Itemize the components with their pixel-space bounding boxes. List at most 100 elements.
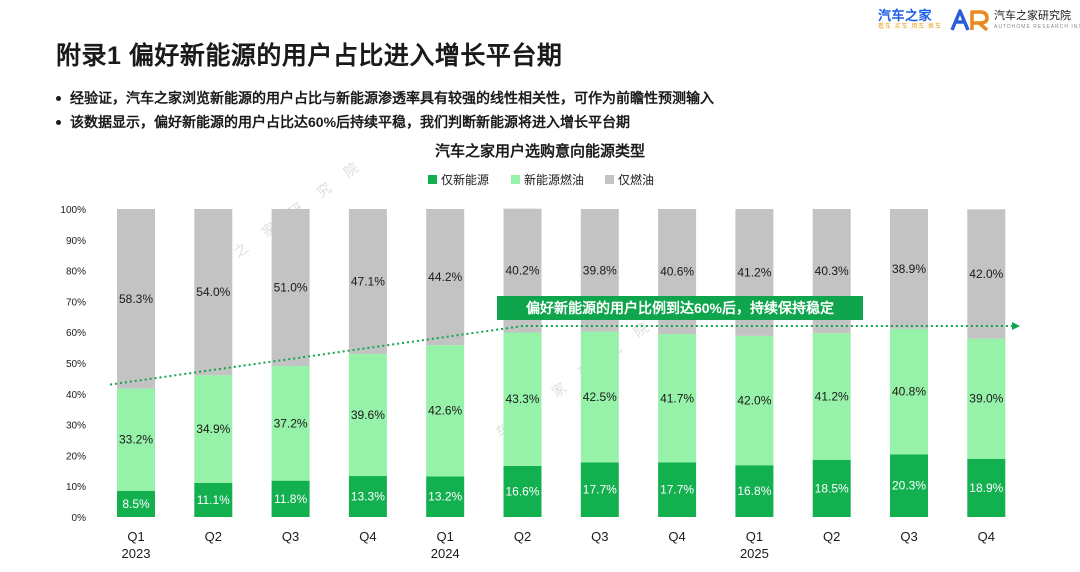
data-label: 41.2% [737,265,771,279]
y-tick-label: 10% [66,482,86,493]
data-label: 54.0% [196,285,230,299]
bar-segment [271,366,310,481]
bar-segment [194,209,233,376]
autohome-logo-name: 汽车之家 [878,8,933,23]
data-label: 58.3% [119,292,153,306]
legend-label: 仅燃油 [618,172,654,187]
data-label: 41.2% [815,390,849,404]
data-label: 42.6% [428,404,462,418]
bar-segment [117,209,155,389]
bar-segment [348,354,387,477]
bar-segment [658,462,697,517]
data-label: 42.5% [583,390,617,404]
bar-segment [735,335,774,466]
x-tick-label: Q1 [746,529,763,544]
bar-segment [890,328,928,455]
legend-label: 新能源燃油 [524,172,584,187]
data-label: 43.3% [505,392,539,406]
x-tick-label: Q1 [437,529,454,544]
bar-segment [967,209,1006,339]
y-tick-label: 70% [66,297,86,308]
y-tick-label: 50% [66,359,86,370]
data-label: 39.8% [583,263,617,277]
bar-segment [967,338,1006,459]
institute-en: AUTOHOME RESEARCH INSTITUTE [994,24,1080,30]
data-label: 39.6% [351,408,385,422]
bar-segment [658,334,697,463]
data-label: 40.8% [892,385,926,399]
y-tick-label: 60% [66,328,86,339]
data-label: 42.0% [737,394,771,408]
data-label: 40.2% [505,264,539,278]
y-tick-label: 40% [66,390,86,401]
bar-segment [348,209,387,355]
data-label: 38.9% [892,262,926,276]
bar-segment [812,460,851,517]
data-label: 18.9% [969,481,1003,495]
data-label: 47.1% [351,275,385,289]
data-label: 13.2% [428,490,462,504]
bar-segment [503,465,542,517]
legend-swatch [428,175,437,184]
data-label: 42.0% [969,267,1003,281]
data-label: 40.3% [815,264,849,278]
data-label: 17.7% [660,483,694,497]
annotation-box [497,296,863,320]
data-label: 34.9% [196,422,230,436]
watermark-char: 院 [341,159,362,180]
x-tick-label: Q4 [668,529,685,544]
y-tick-label: 0% [72,513,87,524]
legend-swatch [605,175,614,184]
x-tick-label: Q1 [127,529,144,544]
bar-segment [426,345,465,477]
data-label: 37.2% [274,416,308,430]
y-tick-label: 100% [60,205,86,216]
bar-segment [503,332,542,466]
data-label: 16.8% [737,484,771,498]
bar-segment [967,458,1006,517]
bar-segment [194,482,233,517]
bar-segment [271,480,310,517]
bar-segment [426,209,465,346]
autohome-logo-slogan: 看车 买车 用车 换车 [878,24,943,30]
data-label: 40.6% [660,265,694,279]
bar-segment [194,375,233,483]
chart-title: 汽车之家用户选购意向能源类型 [434,143,645,160]
x-tick-label: Q4 [978,529,995,544]
watermark-char: 家 [549,379,570,400]
bar-segment [735,465,774,517]
bullet-item: 经验证，汽车之家浏览新能源的用户占比与新能源渗透率具有较强的线性相关性，可作为前… [56,88,714,112]
bar-segment [812,333,851,461]
bullet-list: 经验证，汽车之家浏览新能源的用户占比与新能源渗透率具有较强的线性相关性，可作为前… [56,88,714,136]
x-year-label: 2025 [740,546,769,561]
x-tick-label: Q2 [205,529,222,544]
bar-segment [117,490,155,517]
watermark-char: 究 [314,179,335,200]
data-label: 20.3% [892,479,926,493]
x-tick-label: Q3 [591,529,608,544]
x-tick-label: Q4 [359,529,376,544]
data-label: 8.5% [122,497,150,511]
trend-line [109,325,1012,386]
data-label: 51.0% [274,281,308,295]
data-label: 17.7% [583,483,617,497]
bar-segment [890,454,928,517]
x-tick-label: Q3 [900,529,917,544]
legend-label: 仅新能源 [441,172,489,187]
bar-segment [117,388,155,491]
y-tick-label: 80% [66,267,86,278]
watermark-char: 之 [231,239,252,260]
watermark-char: 院 [631,319,652,340]
trend-arrowhead [1012,322,1020,331]
y-tick-label: 90% [66,236,86,247]
institute-name: 汽车之家研究院 [994,10,1071,22]
x-tick-label: Q2 [823,529,840,544]
x-tick-label: Q3 [282,529,299,544]
data-label: 16.6% [505,484,539,498]
data-label: 11.8% [274,492,307,506]
bar-segment [426,476,465,517]
bullet-item: 该数据显示，偏好新能源的用户占比达60%后持续平稳，我们判断新能源将进入增长平台… [56,112,714,136]
data-label: 11.1% [197,493,230,507]
bar-segment [580,331,619,463]
